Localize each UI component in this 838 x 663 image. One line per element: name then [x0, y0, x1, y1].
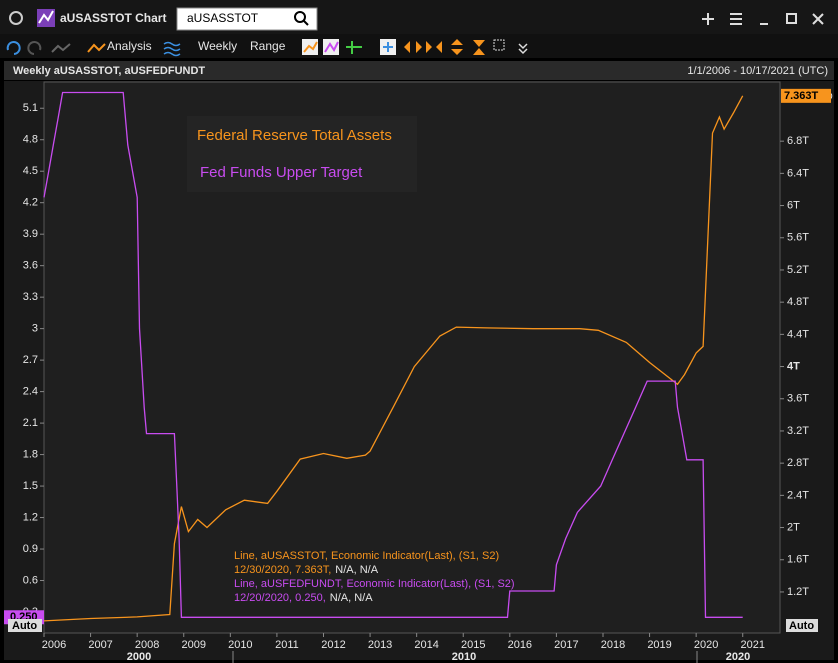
y-tick-label: 1.2 [23, 511, 38, 523]
last-value-badge [781, 88, 831, 103]
auto-label[interactable]: Auto [12, 620, 37, 632]
plot-content [43, 91, 744, 622]
series-info: Line, aUSASSTOT, Economic Indicator(Last… [234, 550, 499, 562]
line-tool[interactable] [51, 43, 71, 53]
studies-icon[interactable] [163, 41, 181, 57]
y2-tick-label: 4.8T [787, 296, 809, 308]
series-line [43, 91, 743, 618]
search-icon[interactable] [294, 11, 306, 23]
chart-header [4, 61, 834, 80]
decade-label: 2000 [127, 651, 151, 663]
y2-tick-label: 6.8T [787, 135, 809, 147]
series-info: Line, aUSFEDFUNDT, Economic Indicator(La… [234, 578, 515, 590]
x-tick-label: 2006 [42, 639, 66, 651]
y-tick-label: 0.6 [23, 574, 38, 586]
x-tick-label: 2007 [88, 639, 112, 651]
link-icon[interactable] [9, 11, 23, 25]
legend-entry: Fed Funds Upper Target [200, 164, 363, 181]
date-range: 1/1/2006 - 10/17/2021 (UTC) [687, 65, 828, 77]
decade-label: 2020 [726, 651, 750, 663]
auto-button[interactable] [8, 619, 42, 632]
x-tick-label: 2019 [647, 639, 671, 651]
y2-tick-label: 4T [787, 360, 800, 372]
y-tick-label: 3 [32, 323, 38, 335]
y2-tick-label: 2.8T [787, 457, 809, 469]
series-info-na: N/A, N/A [335, 564, 378, 576]
y-tick-label: 4.2 [23, 197, 38, 209]
y-tick-label: 4.8 [23, 134, 38, 146]
y2-tick-label: 5.2T [787, 264, 809, 276]
x-tick-label: 2017 [554, 639, 578, 651]
y2-tick-label: 6T [787, 199, 800, 211]
legend-entry: Federal Reserve Total Assets [197, 127, 392, 144]
series-info-na: N/A, N/A [330, 592, 373, 604]
y-tick-label: 0.9 [23, 543, 38, 555]
auto-label[interactable]: Auto [789, 620, 814, 632]
y2-tick-label: 3.2T [787, 425, 809, 437]
x-tick-label: 2008 [135, 639, 159, 651]
last-value-label: 7.363T [784, 90, 819, 102]
x-axis-band [44, 634, 780, 660]
y-tick-label: 2.1 [23, 417, 38, 429]
y-tick-label: 3.3 [23, 291, 38, 303]
x-tick-label: 2018 [601, 639, 625, 651]
y-tick-label: 3.6 [23, 260, 38, 272]
y2-tick-label: 1.6T [787, 554, 809, 566]
redo-button[interactable] [27, 41, 42, 55]
app-icon-glyph [38, 10, 54, 24]
y-tick-label: 1.8 [23, 448, 38, 460]
x-tick-label: 2013 [368, 639, 392, 651]
range-menu[interactable]: Range [250, 39, 286, 53]
y2-tick-label: 6.4T [787, 167, 809, 179]
y-tick-label: 3.9 [23, 228, 38, 240]
decade-label: 2010 [452, 651, 476, 663]
analysis-icon[interactable] [87, 43, 106, 53]
undo-button[interactable] [6, 41, 21, 55]
y-tick-label: 5.1 [23, 102, 38, 114]
series-info-value: 12/30/2020, 7.363T, [234, 564, 331, 576]
x-tick-label: 2012 [321, 639, 345, 651]
search-icon-handle [303, 20, 309, 26]
y-tick-label: 4.5 [23, 165, 38, 177]
window-controls[interactable] [702, 13, 824, 25]
y2-tick-label: 5.6T [787, 232, 809, 244]
window-title: aUSASSTOT Chart [60, 11, 166, 25]
x-tick-label: 2009 [182, 639, 206, 651]
y-tick-label: 2.4 [23, 386, 38, 398]
x-tick-label: 2021 [740, 639, 764, 651]
chart-title: Weekly aUSASSTOT, aUSFEDFUNDT [13, 65, 205, 77]
toolbar-tools[interactable] [302, 39, 528, 55]
series-line [43, 95, 744, 622]
x-tick-label: 2011 [275, 639, 299, 651]
y2-tick-label: 4.4T [787, 328, 809, 340]
x-tick-label: 2015 [461, 639, 485, 651]
frequency-menu[interactable]: Weekly [198, 39, 237, 53]
search-text[interactable]: aUSASSTOT [187, 11, 259, 25]
y2-tick-label: 3.6T [787, 393, 809, 405]
x-tick-label: 2016 [508, 639, 532, 651]
y-tick-label: 1.5 [23, 480, 38, 492]
auto-button[interactable] [786, 619, 818, 632]
x-tick-label: 2020 [694, 639, 718, 651]
y2-tick-label: 2T [787, 521, 800, 533]
x-tick-label: 2010 [228, 639, 252, 651]
legend-box [187, 116, 417, 192]
title-bar [0, 0, 838, 34]
y2-tick-label: 2.4T [787, 489, 809, 501]
series-info-value: 12/20/2020, 0.250, [234, 592, 326, 604]
y-tick-label: 2.7 [23, 354, 38, 366]
y2-tick-label: 1.2T [787, 586, 809, 598]
analysis-menu[interactable]: Analysis [107, 39, 152, 53]
x-tick-label: 2014 [414, 639, 438, 651]
search-box[interactable] [176, 7, 318, 31]
